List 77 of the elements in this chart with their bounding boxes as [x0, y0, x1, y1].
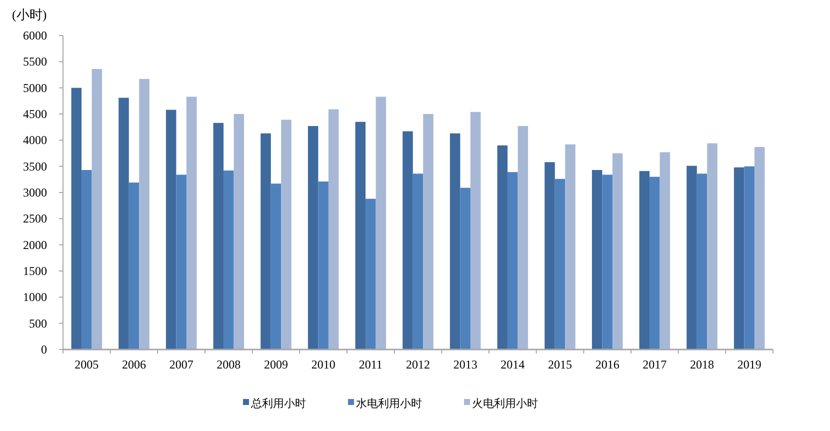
bar: [412, 174, 424, 350]
bar: [497, 145, 508, 350]
legend-label: 水电利用小时: [356, 397, 422, 410]
x-tick-label: 2018: [690, 358, 714, 372]
bar: [660, 152, 670, 350]
y-tick-label: 1500: [23, 264, 47, 278]
y-axis-title: (小时): [12, 7, 47, 22]
bar: [696, 174, 708, 350]
bar: [186, 96, 197, 350]
bar: [639, 171, 650, 350]
bar: [281, 120, 292, 350]
bar: [71, 88, 82, 350]
bar: [554, 178, 566, 350]
bar: [754, 146, 765, 350]
bar: [518, 126, 528, 350]
y-tick-label: 3000: [23, 186, 47, 200]
y-tick-label: 4000: [23, 133, 47, 148]
y-tick-label: 3500: [23, 159, 47, 174]
bar: [423, 114, 434, 350]
bar: [592, 170, 602, 350]
bar: [686, 166, 697, 350]
bar: [270, 184, 282, 350]
y-tick-label: 4500: [23, 107, 47, 121]
bar: [544, 162, 555, 350]
bar: [166, 110, 176, 350]
bar: [355, 122, 366, 350]
bar: [82, 170, 92, 350]
bar: [450, 133, 460, 350]
bar: [402, 131, 413, 350]
x-tick-label: 2013: [453, 358, 478, 372]
bar: [366, 198, 376, 350]
x-tick-label: 2011: [358, 358, 382, 372]
bar: [376, 96, 386, 350]
x-tick-label: 2014: [500, 358, 525, 372]
bar: [318, 182, 328, 350]
x-tick-label: 2015: [548, 358, 572, 372]
y-tick-label: 2500: [23, 212, 47, 226]
y-tick-label: 5000: [23, 80, 47, 95]
bar: [260, 133, 271, 350]
legend-label: 火电利用小时: [472, 397, 538, 410]
bar: [234, 114, 244, 350]
bar: [460, 188, 470, 350]
x-tick-label: 2012: [406, 358, 430, 372]
y-tick-label: 0: [41, 342, 47, 356]
bar: [139, 78, 150, 350]
x-tick-label: 2017: [642, 358, 667, 372]
bar: [213, 122, 224, 350]
x-tick-label: 2005: [74, 358, 99, 372]
bar: [734, 167, 744, 350]
x-tick-label: 2019: [737, 358, 762, 372]
bar: [602, 174, 612, 350]
bar: [744, 166, 754, 350]
x-tick-label: 2008: [216, 358, 241, 372]
y-tick-label: 1000: [23, 290, 47, 304]
bar: [612, 153, 623, 350]
legend-label: 总利用小时: [250, 397, 306, 410]
bar: [707, 143, 718, 350]
x-tick-label: 2009: [264, 358, 288, 372]
bar: [224, 170, 234, 350]
bar: [128, 182, 140, 350]
x-tick-label: 2010: [311, 358, 336, 372]
bar: [92, 68, 102, 350]
bar: [118, 98, 129, 350]
x-tick-label: 2007: [169, 358, 194, 372]
x-tick-label: 2016: [595, 358, 620, 372]
bar: [470, 112, 481, 350]
y-tick-label: 2000: [23, 238, 47, 252]
bar: [650, 176, 660, 350]
bar: [308, 126, 318, 350]
y-tick-label: 6000: [23, 28, 47, 42]
y-tick-label: 500: [29, 316, 47, 330]
bar: [176, 174, 186, 350]
x-tick-label: 2006: [122, 358, 146, 372]
bar: [508, 172, 518, 350]
y-tick-label: 5500: [23, 54, 47, 69]
bar: [328, 109, 339, 350]
bar: [565, 144, 576, 350]
